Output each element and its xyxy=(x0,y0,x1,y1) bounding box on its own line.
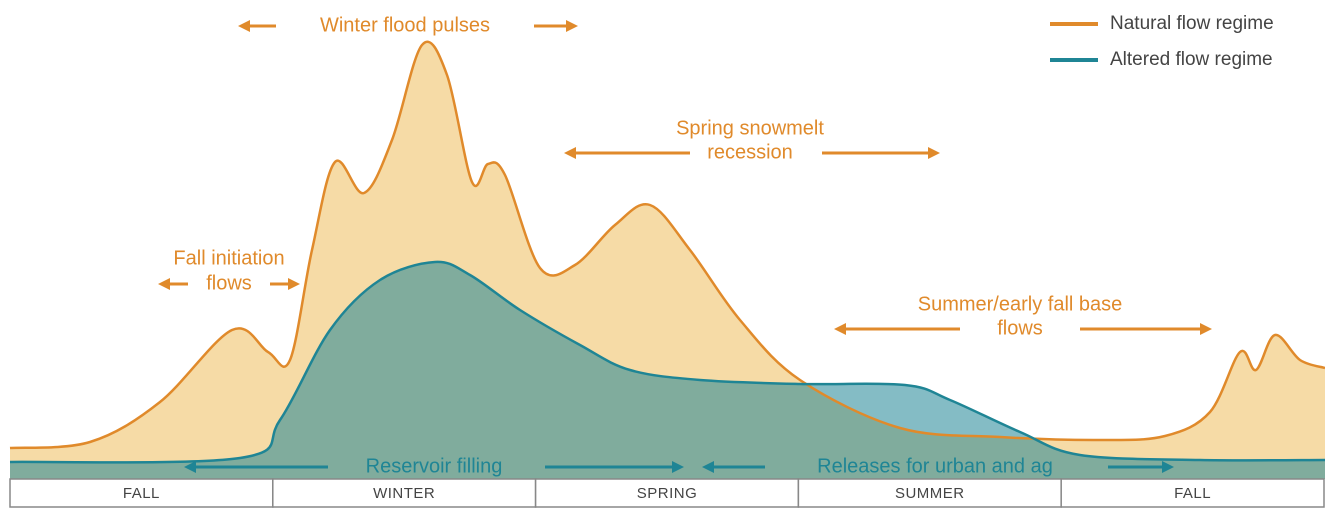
natural-flow-line xyxy=(9,40,1325,450)
annotation: Releases for urban and ag xyxy=(817,455,1053,477)
annotation: flows xyxy=(997,317,1043,339)
season-label: SPRING xyxy=(637,485,698,502)
season-label: FALL xyxy=(1174,485,1211,502)
season-cell xyxy=(9,478,274,508)
season-label: SUMMER xyxy=(895,485,965,502)
annotation: flows xyxy=(206,272,252,294)
season-cell xyxy=(1060,478,1325,508)
season-label: WINTER xyxy=(373,485,435,502)
annotation: Spring snowmelt xyxy=(676,117,824,139)
legend-label: Natural flow regime xyxy=(1110,13,1274,34)
season-cell xyxy=(534,478,800,508)
annotation: Reservoir filling xyxy=(366,455,503,477)
season-label: FALL xyxy=(123,485,160,502)
annotation: Summer/early fall base xyxy=(918,293,1123,315)
annotation: Winter flood pulses xyxy=(320,14,490,36)
season-band: FALL WINTER SPRING SUMMER FALL xyxy=(9,478,1325,508)
altered-flow-line xyxy=(9,260,1325,464)
altered-flow-area xyxy=(10,261,1325,479)
season-cell xyxy=(797,478,1062,508)
annotation: Fall initiation xyxy=(173,247,284,269)
annotation: recession xyxy=(707,141,793,163)
season-cell xyxy=(272,478,537,508)
legend-label: Altered flow regime xyxy=(1110,49,1273,70)
